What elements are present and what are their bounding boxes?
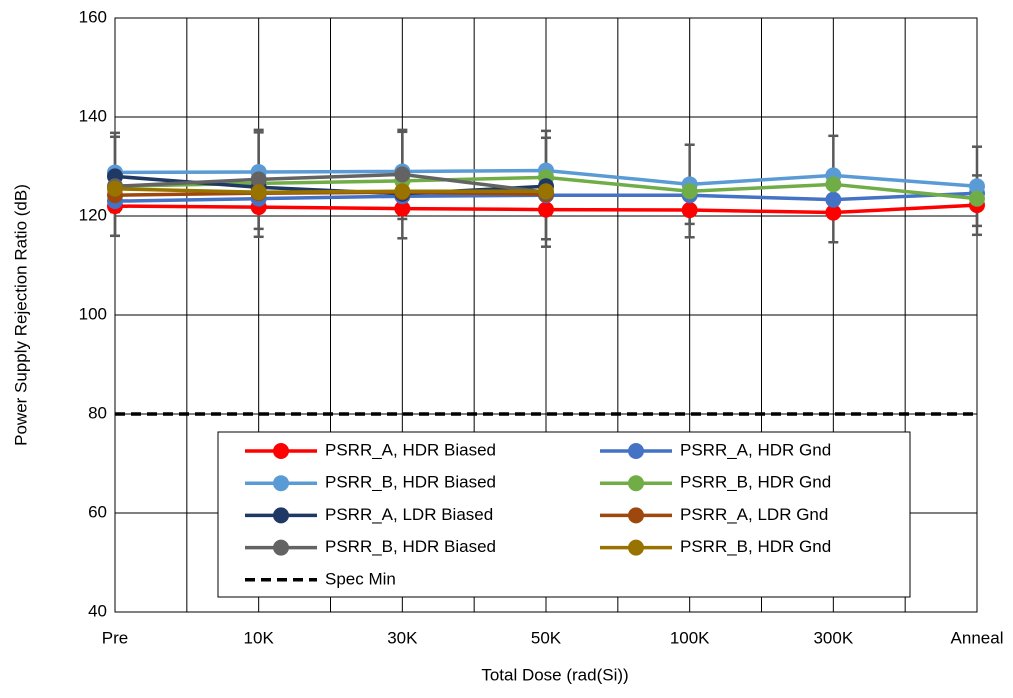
- point: [538, 183, 554, 200]
- point: [825, 176, 842, 193]
- point: [394, 166, 411, 183]
- legend-label: Spec Min: [325, 569, 396, 588]
- y-tick-label: 160: [79, 7, 107, 26]
- series-line: [114, 172, 547, 194]
- legend-box: [217, 431, 911, 598]
- legend-marker: [273, 475, 289, 492]
- x-axis-label: Total Dose (rad(Si)): [481, 665, 628, 684]
- legend-marker: [628, 507, 644, 524]
- legend-marker: [628, 475, 644, 492]
- legend-label: PSRR_B, HDR Biased: [325, 473, 496, 492]
- y-tick-label: 140: [79, 106, 107, 125]
- x-tick-label: 30K: [387, 628, 418, 647]
- legend-marker: [273, 539, 289, 556]
- legend-marker: [628, 443, 644, 459]
- point: [825, 191, 842, 208]
- legend-label: PSRR_B, HDR Biased: [325, 537, 496, 556]
- legend-marker: [273, 443, 289, 459]
- legend-label: PSRR_A, LDR Gnd: [680, 505, 828, 524]
- legend-label: PSRR_A, HDR Gnd: [680, 440, 831, 459]
- legend-marker: [628, 539, 644, 556]
- point: [681, 183, 698, 200]
- legend-label: PSRR_A, LDR Biased: [325, 505, 493, 524]
- y-tick-label: 80: [88, 403, 107, 422]
- legend-label: PSRR_B, HDR Gnd: [680, 537, 831, 556]
- x-tick-label: Pre: [102, 628, 128, 647]
- legend-marker: [273, 507, 289, 524]
- point: [250, 184, 267, 201]
- series-line: [114, 187, 546, 194]
- point: [969, 178, 985, 195]
- x-tick-label: 10K: [244, 628, 275, 647]
- x-tick-label: Anneal: [951, 628, 1004, 647]
- legend-label: PSRR_B, HDR Gnd: [680, 473, 831, 492]
- y-tick-label: 60: [88, 502, 107, 521]
- x-tick-label: 50K: [531, 628, 562, 647]
- point: [825, 204, 842, 221]
- plot-border: [114, 17, 978, 613]
- y-axis-label: Power Supply Rejection Ratio (dB): [11, 184, 30, 446]
- x-tick-label: 300K: [813, 628, 853, 647]
- x-tick-label: 100K: [670, 628, 710, 647]
- y-tick-label: 100: [79, 304, 107, 323]
- point: [969, 190, 985, 207]
- point: [250, 171, 267, 188]
- legend-label: PSRR_A, HDR Biased: [325, 440, 496, 459]
- point: [394, 183, 411, 200]
- point: [107, 180, 123, 197]
- y-tick-label: 120: [79, 205, 107, 224]
- y-tick-label: 40: [88, 601, 107, 620]
- point: [538, 201, 554, 218]
- point: [681, 202, 698, 219]
- point: [394, 200, 411, 217]
